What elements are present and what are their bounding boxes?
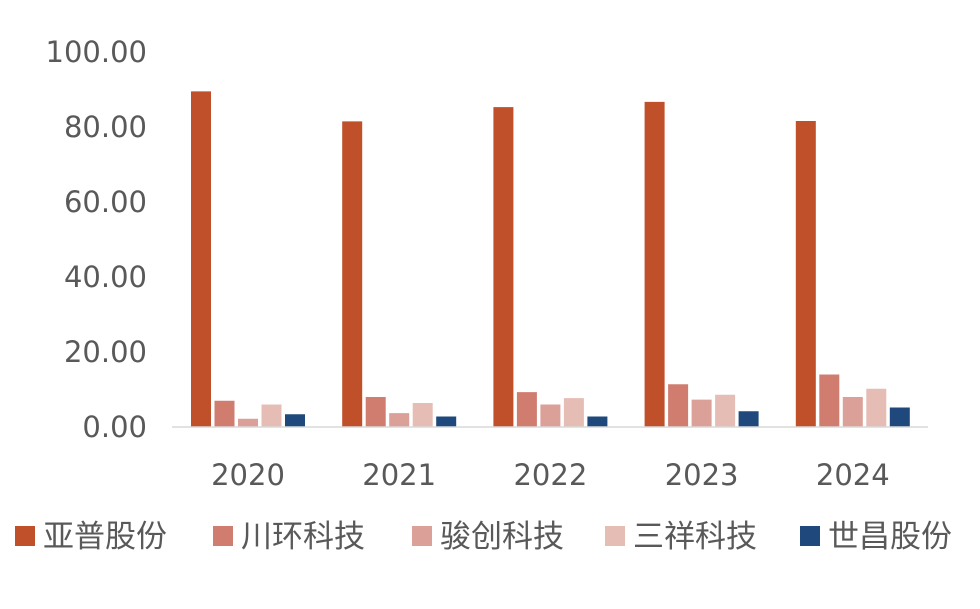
x-tick-label: 2021 xyxy=(362,458,436,492)
y-tick-label: 0.00 xyxy=(82,410,147,444)
y-tick-label: 60.00 xyxy=(64,185,147,219)
legend-label: 川环科技 xyxy=(241,519,365,555)
legend-label: 三祥科技 xyxy=(633,519,757,555)
x-tick-label: 2022 xyxy=(513,458,587,492)
legend-swatch xyxy=(213,526,233,546)
bar-2022-0 xyxy=(493,107,514,427)
y-tick-label: 40.00 xyxy=(64,260,147,294)
bar-2022-4 xyxy=(587,416,608,427)
bar-2024-0 xyxy=(795,121,816,427)
legend-label: 骏创科技 xyxy=(440,519,564,555)
x-axis: 2020 2021 2022 2023 2024 xyxy=(211,458,890,492)
bar-2020-1 xyxy=(214,400,235,427)
bar-2021-4 xyxy=(436,416,457,427)
bar-2024-2 xyxy=(842,397,863,427)
bar-2021-3 xyxy=(412,403,433,427)
legend-swatch xyxy=(800,526,820,546)
bar-2024-1 xyxy=(819,374,840,427)
y-tick-label: 80.00 xyxy=(64,110,147,144)
legend-swatch xyxy=(605,526,625,546)
y-axis: 0.00 20.00 40.00 60.00 80.00 100.00 xyxy=(46,35,147,444)
bar-2023-0 xyxy=(644,101,665,427)
bar-2022-2 xyxy=(540,404,561,427)
x-tick-label: 2020 xyxy=(211,458,285,492)
bar-2020-3 xyxy=(261,404,282,427)
x-tick-label: 2024 xyxy=(816,458,890,492)
legend: 亚普股份 川环科技 骏创科技 三祥科技 世昌股份 xyxy=(15,519,952,555)
bar-2023-2 xyxy=(691,399,712,427)
legend-label: 亚普股份 xyxy=(43,519,167,555)
legend-swatch xyxy=(15,526,35,546)
x-tick-label: 2023 xyxy=(665,458,739,492)
legend-swatch xyxy=(412,526,432,546)
bar-2024-4 xyxy=(889,407,910,427)
bars xyxy=(191,91,910,427)
bar-2021-1 xyxy=(365,397,386,427)
bar-2023-4 xyxy=(738,411,759,427)
bar-2022-3 xyxy=(563,398,584,427)
y-tick-label: 100.00 xyxy=(46,35,147,69)
bar-2021-2 xyxy=(389,413,410,427)
bar-2024-3 xyxy=(866,388,887,427)
legend-label: 世昌股份 xyxy=(828,519,952,555)
bar-2023-1 xyxy=(668,384,689,427)
bar-2022-1 xyxy=(516,392,537,427)
bar-2021-0 xyxy=(342,121,363,427)
bar-2020-4 xyxy=(285,414,305,427)
bar-2020-0 xyxy=(191,91,211,427)
y-tick-label: 20.00 xyxy=(64,335,147,369)
bar-2023-3 xyxy=(715,394,736,427)
bar-2020-2 xyxy=(238,418,258,427)
